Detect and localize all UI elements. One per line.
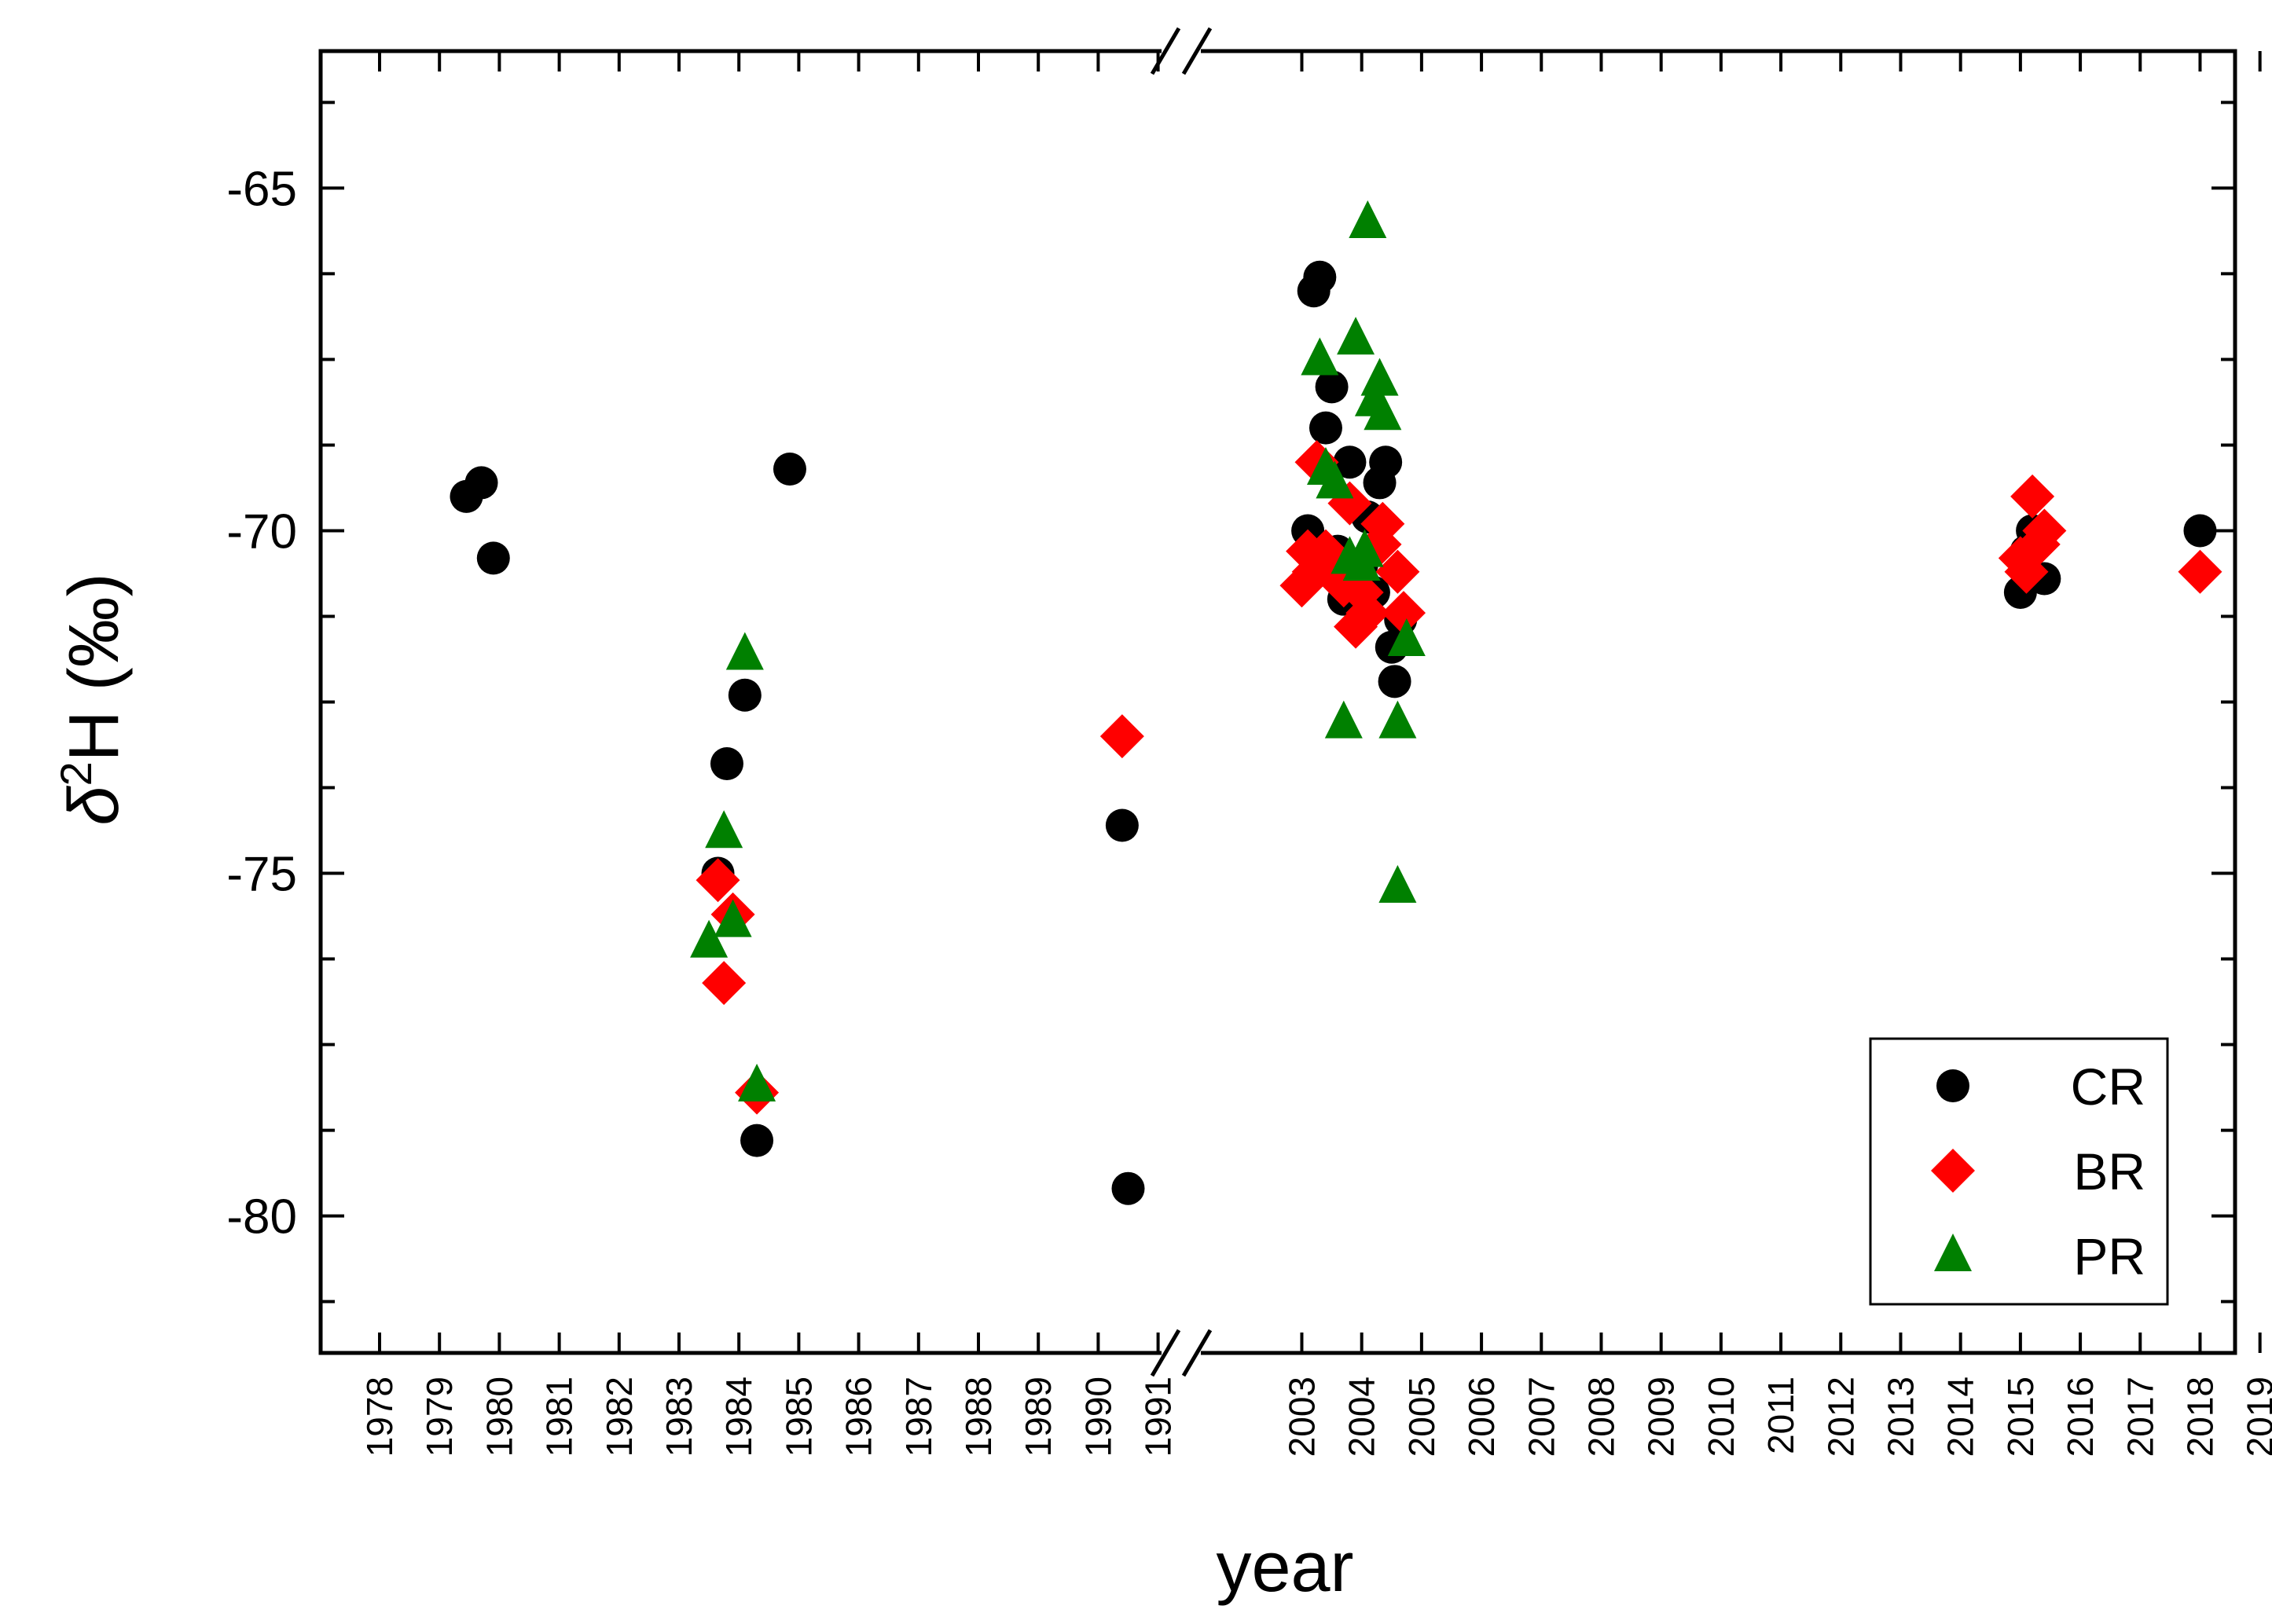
x-tick-label: 1979 [419, 1377, 460, 1457]
x-tick-label: 1985 [778, 1377, 819, 1457]
y-axis-tick-labels: -65 -70 -75 -80 [226, 162, 297, 1244]
legend-label-pr: PR [2073, 1227, 2145, 1285]
data-point-cr [1303, 260, 1337, 294]
data-point-br [696, 858, 740, 903]
y-axis-title-text: H (‰) [55, 573, 134, 761]
x-tick-label: 1987 [898, 1377, 939, 1457]
data-point-cr [1105, 808, 1139, 842]
y-axis-title-symbol: δ [55, 786, 134, 826]
legend: CR BR PR [1869, 1037, 2169, 1306]
x-tick-label: 2015 [2000, 1377, 2041, 1457]
x-tick-label: 1981 [539, 1377, 580, 1457]
x-tick-label: 2018 [2179, 1377, 2220, 1457]
data-point-br [2010, 474, 2055, 519]
series-pr [690, 200, 1426, 1102]
x-axis-ticks [378, 51, 2262, 1353]
data-point-pr [738, 1063, 776, 1102]
y-axis-title-superscript: 2 [51, 761, 101, 786]
y-tick-label: -75 [226, 848, 297, 902]
x-tick-label: 1983 [659, 1377, 699, 1457]
x-tick-label: 1990 [1077, 1377, 1118, 1457]
legend-label-cr: CR [2071, 1058, 2145, 1116]
x-tick-label: 2012 [1820, 1377, 1861, 1457]
legend-marker-pr [1934, 1234, 1972, 1271]
data-point-cr [2183, 514, 2217, 548]
x-tick-label: 1989 [1018, 1377, 1059, 1457]
x-tick-label: 2017 [2120, 1377, 2160, 1457]
x-tick-label: 2016 [2060, 1377, 2101, 1457]
data-point-pr [1337, 317, 1375, 355]
data-point-pr [1349, 200, 1387, 239]
x-tick-label: 1988 [958, 1377, 999, 1457]
x-tick-label: 2006 [1461, 1377, 1502, 1457]
x-tick-label: 2003 [1281, 1377, 1322, 1457]
data-point-cr [476, 541, 510, 575]
data-point-pr [1316, 460, 1354, 499]
data-point-br [2178, 549, 2222, 594]
legend-label-br: BR [2073, 1142, 2145, 1201]
data-point-pr [1378, 864, 1417, 903]
data-point-pr [1378, 700, 1417, 739]
data-point-pr [1301, 337, 1339, 376]
data-point-cr [1333, 445, 1367, 479]
data-points [450, 200, 2222, 1205]
data-point-pr [725, 632, 764, 670]
data-point-br [2022, 508, 2067, 553]
y-tick-label: -65 [226, 162, 297, 216]
data-point-pr [1360, 357, 1399, 396]
x-tick-label: 2011 [1760, 1377, 1801, 1454]
legend-box [1869, 1037, 2169, 1306]
y-tick-label: -80 [226, 1190, 297, 1245]
x-tick-label: 2007 [1521, 1377, 1562, 1457]
data-point-br [1375, 549, 1420, 594]
x-tick-label: 1984 [718, 1377, 759, 1457]
data-point-cr [740, 1124, 774, 1157]
data-point-cr [1315, 370, 1349, 404]
legend-marker-cr [1936, 1069, 1969, 1102]
legend-marker-br [1931, 1149, 1975, 1193]
data-point-cr [464, 466, 498, 500]
data-point-cr [710, 746, 743, 780]
data-point-br [1360, 501, 1405, 546]
data-point-cr [728, 678, 762, 712]
data-point-pr [1387, 618, 1426, 657]
data-point-pr [1324, 700, 1363, 739]
data-point-br [702, 961, 747, 1006]
x-tick-label: 2010 [1701, 1377, 1742, 1457]
data-point-br [1345, 591, 1390, 636]
y-axis-ticks [321, 101, 2235, 1303]
data-point-pr [1345, 529, 1384, 567]
data-point-cr [1369, 445, 1403, 479]
data-point-pr [714, 899, 752, 937]
data-point-pr [705, 810, 743, 849]
data-point-cr [1378, 665, 1411, 698]
x-axis-title: year [1216, 1528, 1353, 1607]
data-point-pr [1364, 392, 1402, 431]
x-tick-label: 2014 [1940, 1377, 1981, 1457]
axis-break-bottom [1150, 1329, 1213, 1377]
x-tick-label: 1980 [479, 1377, 519, 1457]
data-point-cr [1111, 1171, 1145, 1205]
x-axis-tick-labels: 1978 1979 1980 1981 1982 1983 1984 1985 1986 1987… [359, 1377, 2272, 1457]
y-axis-title: δ2H (‰) [51, 573, 134, 825]
x-tick-label: 2008 [1580, 1377, 1621, 1457]
x-tick-label: 2004 [1342, 1377, 1382, 1457]
x-tick-label: 2009 [1641, 1377, 1682, 1457]
x-tick-label: 1982 [599, 1377, 640, 1457]
series-br [696, 440, 2222, 1115]
x-tick-label: 1986 [839, 1377, 879, 1457]
data-point-br [1382, 591, 1426, 636]
x-tick-label: 1991 [1138, 1377, 1179, 1457]
x-tick-label: 2005 [1401, 1377, 1442, 1457]
y-tick-label: -70 [226, 504, 297, 559]
data-point-cr [1309, 411, 1342, 445]
data-point-cr [773, 452, 806, 486]
x-tick-label: 2013 [1880, 1377, 1921, 1457]
data-point-br [1099, 714, 1144, 759]
data-point-pr [690, 919, 729, 958]
x-tick-label: 2019 [2240, 1377, 2272, 1457]
x-tick-label: 1978 [359, 1377, 400, 1457]
